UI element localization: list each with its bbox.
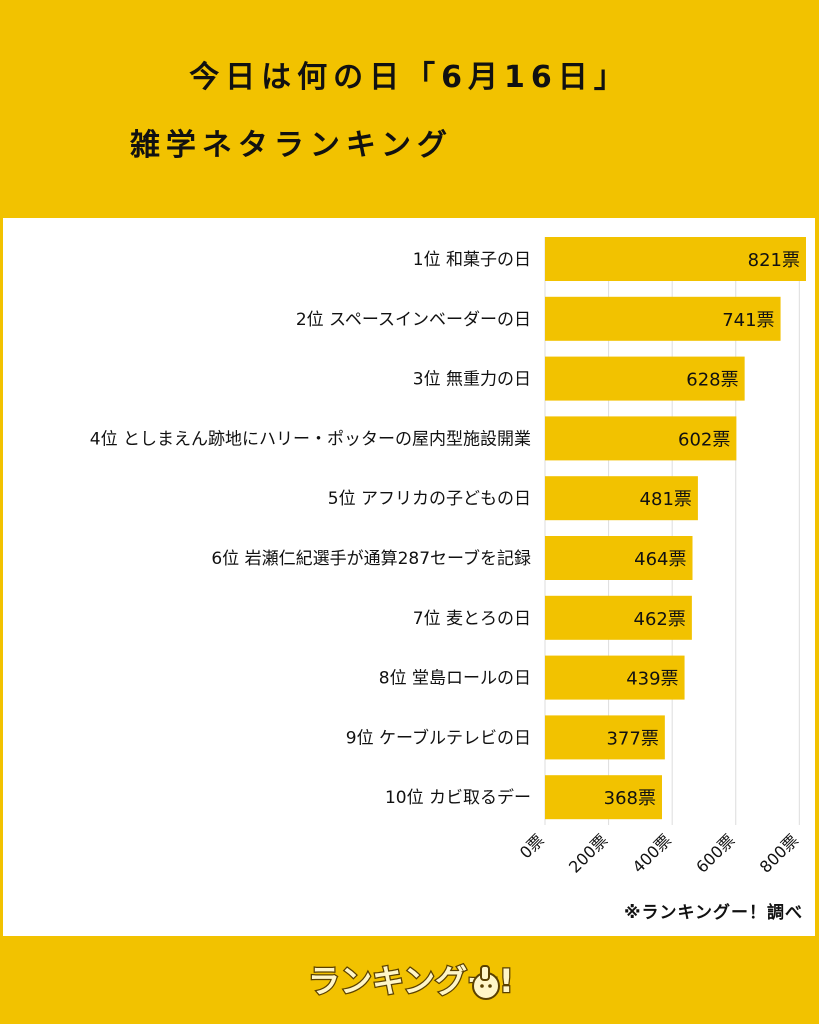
category-label-4: 4位 としまえん跡地にハリー・ポッターの屋内型施設開業 [90, 429, 531, 449]
x-tick-label-200: 200票 [565, 830, 611, 876]
bar-10 [545, 775, 662, 820]
bar-2 [545, 296, 781, 341]
category-label-6: 6位 岩瀬仁紀選手が通算287セーブを記録 [211, 548, 531, 569]
value-label-2: 741票 [722, 310, 774, 331]
thumbs-up-character-icon: ランキングー! [307, 961, 515, 1002]
value-label-10: 368票 [604, 788, 656, 809]
category-label-8: 8位 堂島ロールの日 [379, 669, 531, 689]
x-tick-label-600: 600票 [692, 830, 738, 876]
category-label-5: 5位 アフリカの子どもの日 [328, 489, 531, 509]
bar-3 [545, 356, 745, 401]
category-label-10: 10位 カビ取るデー [385, 787, 531, 808]
chart-panel: 1位 和菓子の日 821票 2位 スペースインベーダーの日 741票 3位 無重力の日 6… [3, 218, 815, 936]
value-label-7: 462票 [634, 609, 686, 630]
bar-5 [545, 476, 698, 521]
value-label-9: 377票 [606, 728, 658, 749]
value-label-8: 439票 [626, 669, 678, 690]
page-title-line2: 雑学ネタランキング [129, 128, 454, 163]
bar-chart: 1位 和菓子の日 821票 2位 スペースインベーダーの日 741票 3位 無重力の日 6… [90, 237, 806, 877]
category-label-1: 1位 和菓子の日 [413, 250, 531, 270]
x-tick-label-400: 400票 [629, 830, 675, 876]
category-label-2: 2位 スペースインベーダーの日 [296, 310, 531, 330]
x-tick-label-800: 800票 [756, 830, 802, 876]
bar-7 [545, 595, 692, 640]
ranking-logo: ランキングー! [300, 946, 520, 1012]
value-label-4: 602票 [678, 429, 730, 450]
bar-8 [545, 655, 685, 700]
bar-1 [545, 237, 806, 281]
bar-9 [545, 715, 665, 760]
value-label-6: 464票 [634, 549, 686, 570]
category-label-9: 9位 ケーブルテレビの日 [346, 727, 531, 748]
value-label-1: 821票 [748, 250, 800, 271]
page-title-line1: 今日は何の日「6月16日」 [189, 60, 630, 95]
bar-6 [545, 536, 693, 580]
bar-4 [545, 416, 737, 461]
category-label-7: 7位 麦とろの日 [413, 609, 531, 629]
source-note: ※ランキングー！調べ [623, 903, 803, 923]
x-tick-label-0: 0票 [516, 830, 548, 862]
category-label-3: 3位 無重力の日 [413, 370, 531, 390]
value-label-5: 481票 [640, 489, 692, 510]
value-label-3: 628票 [686, 370, 738, 391]
